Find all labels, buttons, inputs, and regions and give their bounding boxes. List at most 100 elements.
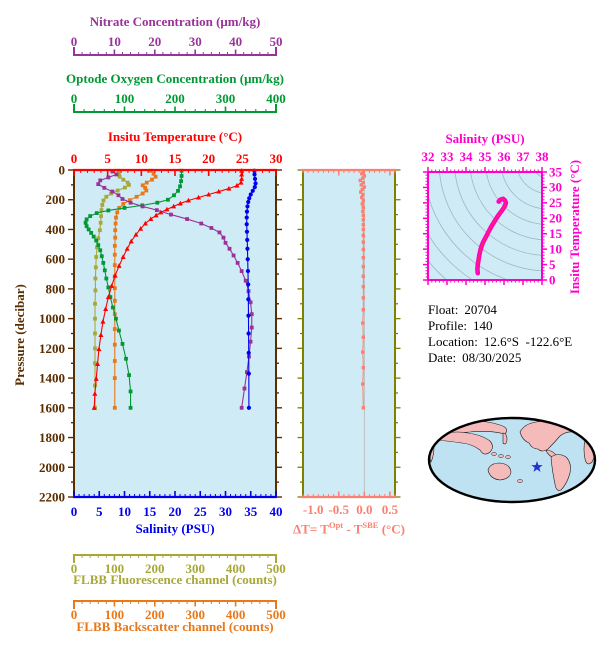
svg-text:25: 25 bbox=[194, 504, 208, 519]
date-value: 08/30/2025 bbox=[462, 350, 522, 365]
svg-text:200: 200 bbox=[145, 561, 165, 576]
svg-text:10: 10 bbox=[108, 34, 121, 49]
svg-text:0: 0 bbox=[71, 607, 78, 622]
temperature-profile-series bbox=[91, 168, 245, 410]
svg-text:33: 33 bbox=[441, 149, 455, 164]
svg-text:400: 400 bbox=[226, 561, 246, 576]
main-profile-panel bbox=[74, 168, 276, 497]
svg-text:5: 5 bbox=[96, 504, 103, 519]
svg-text:0: 0 bbox=[59, 163, 66, 178]
svg-text:2200: 2200 bbox=[39, 490, 65, 505]
date-label: Date: bbox=[428, 350, 457, 365]
location-line: Location: 12.6°S -122.6°E bbox=[428, 334, 572, 350]
svg-text:1800: 1800 bbox=[39, 430, 65, 445]
svg-text:600: 600 bbox=[46, 252, 66, 267]
svg-text:1000: 1000 bbox=[39, 311, 65, 326]
temperature-axis-title: Insitu Temperature (°C) bbox=[107, 129, 243, 144]
svg-text:40: 40 bbox=[270, 504, 283, 519]
svg-text:35: 35 bbox=[244, 504, 258, 519]
svg-text:-0.5: -0.5 bbox=[328, 502, 349, 517]
svg-text:0: 0 bbox=[71, 34, 78, 49]
svg-text:30: 30 bbox=[549, 180, 562, 195]
ts-salinity-axis-title: Salinity (PSU) bbox=[445, 131, 525, 146]
svg-text:0.0: 0.0 bbox=[356, 502, 372, 517]
svg-text:38: 38 bbox=[536, 149, 550, 164]
svg-text:10: 10 bbox=[549, 241, 562, 256]
delta-t-panel: -1.0 -0.5 0.0 0.5 bbox=[297, 168, 401, 517]
svg-text:100: 100 bbox=[105, 561, 125, 576]
float-id-value: 20704 bbox=[464, 302, 497, 317]
svg-text:36: 36 bbox=[498, 149, 512, 164]
svg-text:0: 0 bbox=[71, 504, 78, 519]
backscatter-axis-title: FLBB Backscatter channel (counts) bbox=[76, 619, 274, 634]
svg-text:0: 0 bbox=[71, 91, 78, 106]
svg-text:2000: 2000 bbox=[39, 460, 65, 475]
svg-text:400: 400 bbox=[226, 607, 246, 622]
svg-text:25: 25 bbox=[236, 151, 250, 166]
svg-text:40: 40 bbox=[229, 34, 242, 49]
svg-text:10: 10 bbox=[118, 504, 131, 519]
svg-text:20: 20 bbox=[202, 151, 215, 166]
oxygen-profile-series bbox=[83, 168, 184, 410]
profile-number-value: 140 bbox=[473, 318, 493, 333]
svg-text:50: 50 bbox=[270, 34, 283, 49]
delta-t-label-sup2: SBE bbox=[362, 520, 379, 530]
svg-text:30: 30 bbox=[189, 34, 202, 49]
svg-text:1200: 1200 bbox=[39, 341, 65, 356]
location-label: Location: bbox=[428, 334, 478, 349]
svg-text:-1.0: -1.0 bbox=[303, 502, 324, 517]
svg-text:35: 35 bbox=[549, 164, 563, 179]
world-map bbox=[427, 416, 597, 504]
svg-text:37: 37 bbox=[517, 149, 531, 164]
svg-text:25: 25 bbox=[549, 195, 563, 210]
delta-t-label-sup1: Opt bbox=[328, 520, 344, 530]
svg-text:15: 15 bbox=[169, 151, 183, 166]
svg-text:200: 200 bbox=[46, 192, 66, 207]
svg-text:0: 0 bbox=[71, 561, 78, 576]
svg-text:5: 5 bbox=[104, 151, 111, 166]
float-position-star bbox=[531, 461, 543, 472]
main-axes: 0200400600800100012001400160018002000220… bbox=[39, 151, 283, 519]
svg-text:400: 400 bbox=[46, 222, 66, 237]
svg-text:5: 5 bbox=[549, 257, 556, 272]
svg-text:0.5: 0.5 bbox=[382, 502, 399, 517]
profile-number-label: Profile: bbox=[428, 318, 467, 333]
svg-text:400: 400 bbox=[266, 91, 286, 106]
svg-text:35: 35 bbox=[479, 149, 493, 164]
svg-text:34: 34 bbox=[460, 149, 474, 164]
svg-text:300: 300 bbox=[216, 91, 236, 106]
float-id-line: Float: 20704 bbox=[428, 302, 572, 318]
float-info: Float: 20704 Profile: 140 Location: 12.6°S … bbox=[428, 302, 572, 366]
svg-text:200: 200 bbox=[165, 91, 185, 106]
svg-text:0: 0 bbox=[71, 151, 78, 166]
svg-text:1400: 1400 bbox=[39, 371, 65, 386]
delta-t-label-base2: - T bbox=[343, 521, 363, 537]
svg-text:15: 15 bbox=[143, 504, 157, 519]
svg-text:32: 32 bbox=[422, 149, 435, 164]
svg-text:300: 300 bbox=[185, 561, 205, 576]
salinity-axis-title: Salinity (PSU) bbox=[135, 521, 215, 536]
svg-text:30: 30 bbox=[219, 504, 232, 519]
svg-text:100: 100 bbox=[105, 607, 125, 622]
svg-text:100: 100 bbox=[115, 91, 135, 106]
oxygen-axis: 0 100 200 300 400 bbox=[71, 91, 286, 113]
oxygen-axis-title: Optode Oxygen Concentration (μm/kg) bbox=[66, 71, 284, 86]
profile-number-line: Profile: 140 bbox=[428, 318, 572, 334]
svg-text:300: 300 bbox=[185, 607, 205, 622]
svg-text:500: 500 bbox=[266, 561, 286, 576]
nitrate-axis-title: Nitrate Concentration (μm/kg) bbox=[89, 14, 261, 29]
backscatter-axis: 0 100 200 300 400 500 bbox=[71, 600, 286, 622]
svg-text:20: 20 bbox=[549, 211, 562, 226]
svg-text:200: 200 bbox=[145, 607, 165, 622]
delta-t-label-base3: (°C) bbox=[378, 521, 405, 537]
float-id-label: Float: bbox=[428, 302, 459, 317]
fluorescence-axis-title: FLBB Fluorescence channel (counts) bbox=[73, 572, 277, 587]
nitrate-axis: 0 10 20 30 40 50 bbox=[71, 34, 283, 56]
svg-text:20: 20 bbox=[169, 504, 182, 519]
svg-text:30: 30 bbox=[270, 151, 283, 166]
svg-text:800: 800 bbox=[46, 281, 66, 296]
svg-text:500: 500 bbox=[266, 607, 286, 622]
svg-text:10: 10 bbox=[135, 151, 148, 166]
